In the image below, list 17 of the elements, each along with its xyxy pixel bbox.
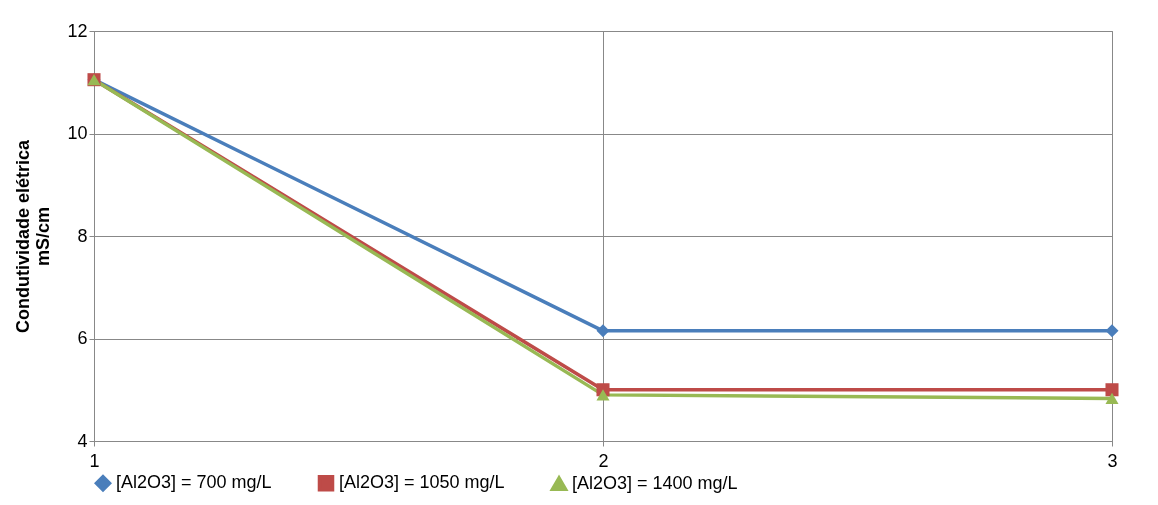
point [1105, 392, 1119, 405]
legend-label: [Al2O3] = 1400 mg/L [572, 472, 738, 493]
x-tick-label: 1 [89, 450, 100, 471]
y-tick-label: 12 [67, 20, 88, 41]
y-tick-label: 8 [77, 225, 88, 246]
legend-label: [Al2O3] = 700 mg/L [116, 472, 272, 493]
y-tick-label: 6 [77, 328, 88, 348]
point [1105, 383, 1119, 397]
y-tick-label: 10 [67, 123, 88, 143]
y-axis-title: Condutividade elétrica mS/cm [13, 138, 54, 334]
point [596, 324, 610, 338]
point [1105, 324, 1119, 338]
legend-label: [Al2O3] = 1050 mg/L [339, 472, 505, 493]
x-tick-label: 3 [1107, 450, 1118, 471]
point [596, 389, 610, 401]
x-tick-label: 2 [598, 450, 609, 471]
y-tick-label: 4 [77, 430, 88, 451]
